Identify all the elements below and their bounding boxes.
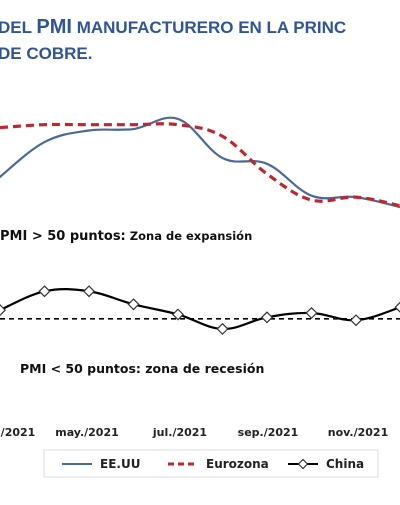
x-axis-tick-labels: /2021 may./2021 jul./2021 sep./2021 nov./202…	[1, 426, 389, 439]
title-post: MANUFACTURERO EN LA PRINC	[71, 18, 347, 37]
title-pre: DEL	[0, 18, 37, 37]
marker-china-6	[260, 311, 274, 324]
marker-china-7	[305, 306, 318, 320]
title-highlight: PMI	[36, 16, 72, 38]
x-tick-label-2: jul./2021	[152, 426, 207, 439]
marker-china-5	[216, 322, 229, 335]
marker-china-0	[0, 304, 7, 317]
annotation-expansion-main: PMI > 50 puntos:	[0, 229, 126, 244]
legend-label-eurozona: Eurozona	[206, 457, 269, 471]
x-tick-label-4: nov./2021	[328, 426, 388, 439]
marker-china-3	[127, 298, 140, 311]
plot-area	[0, 116, 400, 335]
marker-china-1	[38, 285, 51, 298]
legend-marker-china	[297, 458, 309, 470]
series-line-china	[0, 288, 400, 331]
legend-label-ee-uu: EE.UU	[100, 457, 140, 471]
annotation-recession: PMI < 50 puntos: zona de recesión	[20, 361, 264, 376]
annotation-expansion-detail: Zona de expansión	[126, 229, 253, 243]
x-tick-label-1: may./2021	[55, 426, 119, 439]
marker-china-4	[171, 308, 185, 321]
annotation-expansion: PMI > 50 puntos: Zona de expansión	[0, 229, 252, 244]
series-line-ee-uu	[0, 116, 400, 209]
title-line2: DE COBRE.	[0, 44, 93, 63]
marker-china-2	[82, 285, 96, 298]
x-tick-label-3: sep./2021	[238, 426, 299, 439]
chart-title: DEL PMI MANUFACTURERO EN LA PRINC DE COB…	[0, 14, 400, 67]
legend-box	[43, 449, 379, 478]
marker-china-8	[349, 314, 363, 327]
series-line-eurozona	[0, 122, 400, 208]
marker-china-9	[394, 301, 400, 313]
legend-label-china: China	[326, 457, 364, 471]
x-tick-label-0: /2021	[1, 426, 36, 439]
legend: EE.UU Eurozona China	[43, 449, 379, 478]
